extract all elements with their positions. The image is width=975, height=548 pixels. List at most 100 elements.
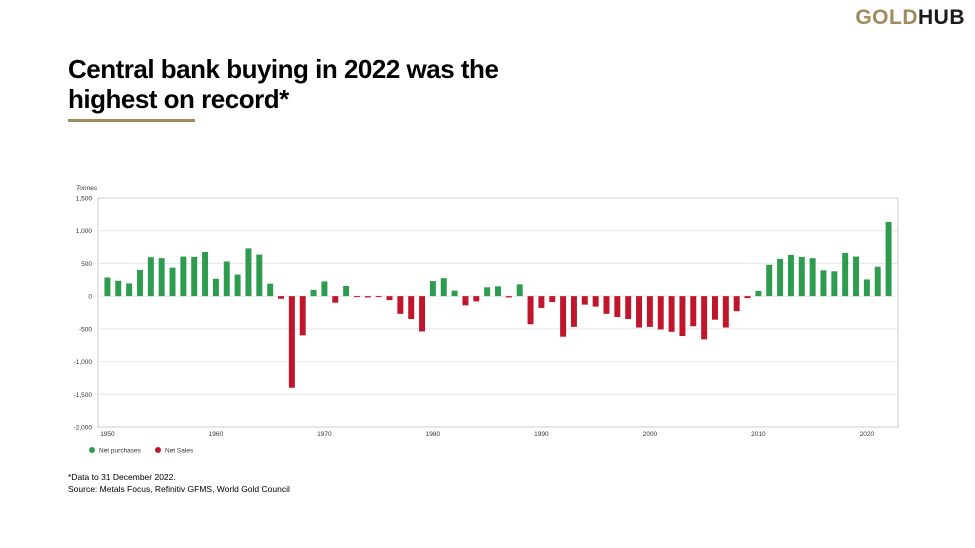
legend-label: Net purchases (99, 448, 142, 455)
bar-1996 (603, 296, 610, 314)
bar-1962 (234, 274, 241, 297)
bar-2022 (885, 221, 892, 297)
bar-1960 (212, 278, 219, 297)
bar-1974 (364, 296, 371, 298)
bar-1978 (408, 296, 415, 320)
bar-1964 (256, 254, 263, 297)
bar-1998 (625, 296, 632, 320)
bar-1968 (299, 296, 306, 336)
y-tick-label: -500 (79, 326, 92, 333)
bar-1980 (429, 281, 436, 297)
bar-2007 (722, 296, 729, 328)
y-axis-title: Tonnes (76, 185, 98, 192)
bar-1994 (581, 296, 588, 305)
bar-1969 (310, 289, 317, 297)
bar-1986 (495, 286, 501, 297)
logo-hub-text: HUB (918, 6, 965, 29)
bar-2002 (668, 296, 675, 332)
bar-1990 (538, 296, 545, 308)
bar-1951 (115, 280, 122, 297)
bar-2003 (679, 296, 686, 337)
bar-1984 (473, 296, 480, 302)
title-underline (68, 119, 195, 122)
bar-1953 (136, 269, 143, 297)
bar-1983 (462, 296, 469, 306)
y-tick-label: 500 (81, 261, 92, 268)
bar-2016 (820, 270, 827, 297)
bar-1952 (126, 283, 133, 297)
logo-gold-text: GOLD (855, 6, 918, 29)
bar-1976 (386, 296, 393, 301)
bar-2011 (766, 264, 773, 297)
bar-1972 (343, 286, 350, 297)
bar-2021 (874, 266, 881, 297)
bar-1985 (484, 287, 491, 297)
bar-2015 (809, 258, 816, 297)
bar-1961 (223, 261, 230, 297)
x-tick-label: 2000 (643, 431, 658, 438)
x-tick-label: 2020 (860, 431, 875, 438)
bar-1966 (278, 296, 284, 299)
y-tick-label: -1,000 (74, 359, 93, 366)
bar-2018 (842, 252, 849, 297)
bar-1993 (570, 296, 577, 327)
bar-2006 (712, 296, 718, 320)
bar-1963 (245, 248, 252, 297)
bar-2004 (690, 296, 697, 327)
bar-1957 (180, 256, 187, 297)
bar-1989 (527, 296, 534, 325)
bar-1979 (419, 296, 426, 332)
legend-marker (155, 447, 161, 453)
y-tick-label: -1,500 (74, 392, 93, 399)
x-tick-label: 1960 (209, 431, 224, 438)
x-tick-label: 2010 (751, 431, 766, 438)
bar-1982 (451, 290, 458, 297)
bar-2012 (777, 258, 784, 297)
bar-1975 (375, 296, 382, 298)
bar-1995 (592, 296, 599, 307)
bar-1981 (440, 278, 447, 297)
bar-1965 (267, 283, 274, 297)
legend-marker (89, 447, 95, 453)
bar-1988 (516, 284, 523, 297)
bar-1999 (636, 296, 643, 328)
bar-2017 (831, 271, 838, 297)
bar-2019 (853, 256, 860, 297)
slide-title: Central bank buying in 2022 was the high… (68, 54, 588, 114)
y-tick-label: 1,500 (76, 196, 93, 203)
bar-1977 (397, 296, 404, 314)
bar-1955 (158, 258, 165, 297)
bar-1971 (332, 296, 339, 303)
bar-2005 (701, 296, 708, 340)
bar-2009 (744, 296, 751, 299)
central-bank-chart: Tonnes 1,500 1,000 500 0 -500 -1,000 -1,500 -2,0… (74, 185, 899, 455)
bar-1959 (202, 251, 209, 297)
title-line-2: highest on record* (68, 84, 289, 114)
bar-1954 (147, 257, 154, 297)
bar-1967 (288, 296, 295, 388)
bar-1997 (614, 296, 621, 318)
bar-1958 (191, 256, 198, 297)
legend-label: Net Sales (165, 448, 194, 455)
bar-2000 (646, 296, 653, 327)
bar-2013 (787, 254, 794, 297)
source-note: Source: Metals Focus, Refinitiv GFMS, Wo… (68, 484, 290, 494)
bar-2010 (755, 290, 762, 297)
goldhub-logo: GOLDHUB (855, 6, 965, 30)
bar-1970 (321, 281, 328, 297)
bar-1973 (353, 296, 360, 298)
bar-1956 (169, 267, 176, 297)
y-tick-label: -2,000 (74, 425, 93, 432)
y-tick-label: 0 (88, 294, 92, 301)
y-tick-label: 1,000 (76, 228, 93, 235)
bar-1950 (104, 277, 111, 297)
footnote: *Data to 31 December 2022. (68, 472, 176, 482)
bar-2001 (657, 296, 664, 330)
x-tick-label: 1980 (426, 431, 441, 438)
title-line-1: Central bank buying in 2022 was the (68, 54, 499, 84)
plot-frame (97, 197, 899, 428)
bar-1991 (549, 296, 556, 303)
x-tick-label: 1990 (534, 431, 549, 438)
bar-1992 (560, 296, 567, 337)
x-tick-label: 1950 (100, 431, 115, 438)
